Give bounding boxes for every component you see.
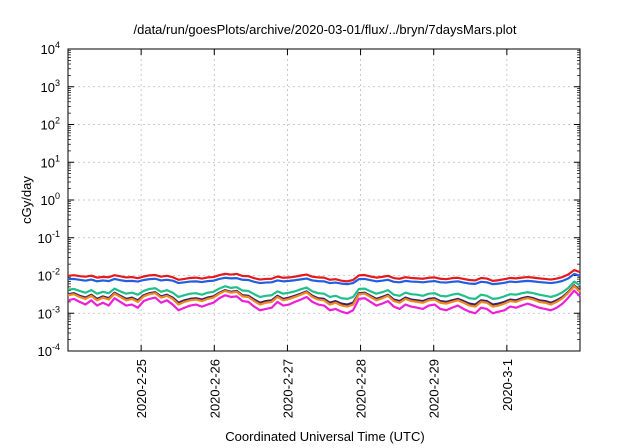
x-tick-label: 2020-2-28 bbox=[354, 359, 369, 418]
x-axis: 2020-2-25 2020-2-26 2020-2-27 2020-2-28 2020… bbox=[134, 49, 515, 418]
y-tick-label: 10-3 bbox=[38, 304, 60, 321]
y-tick-exponent: -3 bbox=[52, 304, 60, 314]
y-tick-label: 10-1 bbox=[38, 229, 60, 246]
series-line-1 bbox=[67, 269, 581, 283]
series-line-6 bbox=[67, 289, 581, 315]
series-line-5 bbox=[67, 285, 581, 308]
y-axis-label: cGy/day bbox=[19, 176, 34, 224]
series-line-3 bbox=[67, 280, 581, 300]
series-line-2 bbox=[67, 272, 581, 286]
y-tick-exponent: -1 bbox=[52, 229, 60, 239]
x-axis-label: Coordinated Universal Time (UTC) bbox=[225, 429, 424, 444]
x-tick-label: 2020-3-1 bbox=[500, 359, 515, 411]
y-tick-label: 103 bbox=[41, 78, 60, 95]
y-tick-exponent: 1 bbox=[55, 153, 60, 163]
y-tick-label: 102 bbox=[41, 116, 60, 133]
x-tick-label: 2020-2-26 bbox=[207, 359, 222, 418]
y-tick-label: 101 bbox=[41, 153, 60, 170]
series-group bbox=[67, 269, 581, 315]
x-tick-label: 2020-2-29 bbox=[427, 359, 442, 418]
y-tick-exponent: 3 bbox=[55, 78, 60, 88]
y-tick-exponent: 2 bbox=[55, 116, 60, 126]
x-tick-label: 2020-2-27 bbox=[280, 359, 295, 418]
y-tick-label: 100 bbox=[41, 191, 60, 208]
y-tick-exponent: 0 bbox=[55, 191, 60, 201]
y-tick-label: 10-2 bbox=[38, 267, 60, 284]
y-tick-label: 104 bbox=[41, 40, 60, 57]
chart-title: /data/run/goesPlots/archive/2020-03-01/f… bbox=[134, 22, 517, 37]
y-tick-exponent: -4 bbox=[52, 342, 60, 352]
x-tick-label: 2020-2-25 bbox=[134, 359, 149, 418]
y-tick-exponent: -2 bbox=[52, 267, 60, 277]
y-tick-exponent: 4 bbox=[55, 40, 60, 50]
y-tick-label: 10-4 bbox=[38, 342, 60, 359]
